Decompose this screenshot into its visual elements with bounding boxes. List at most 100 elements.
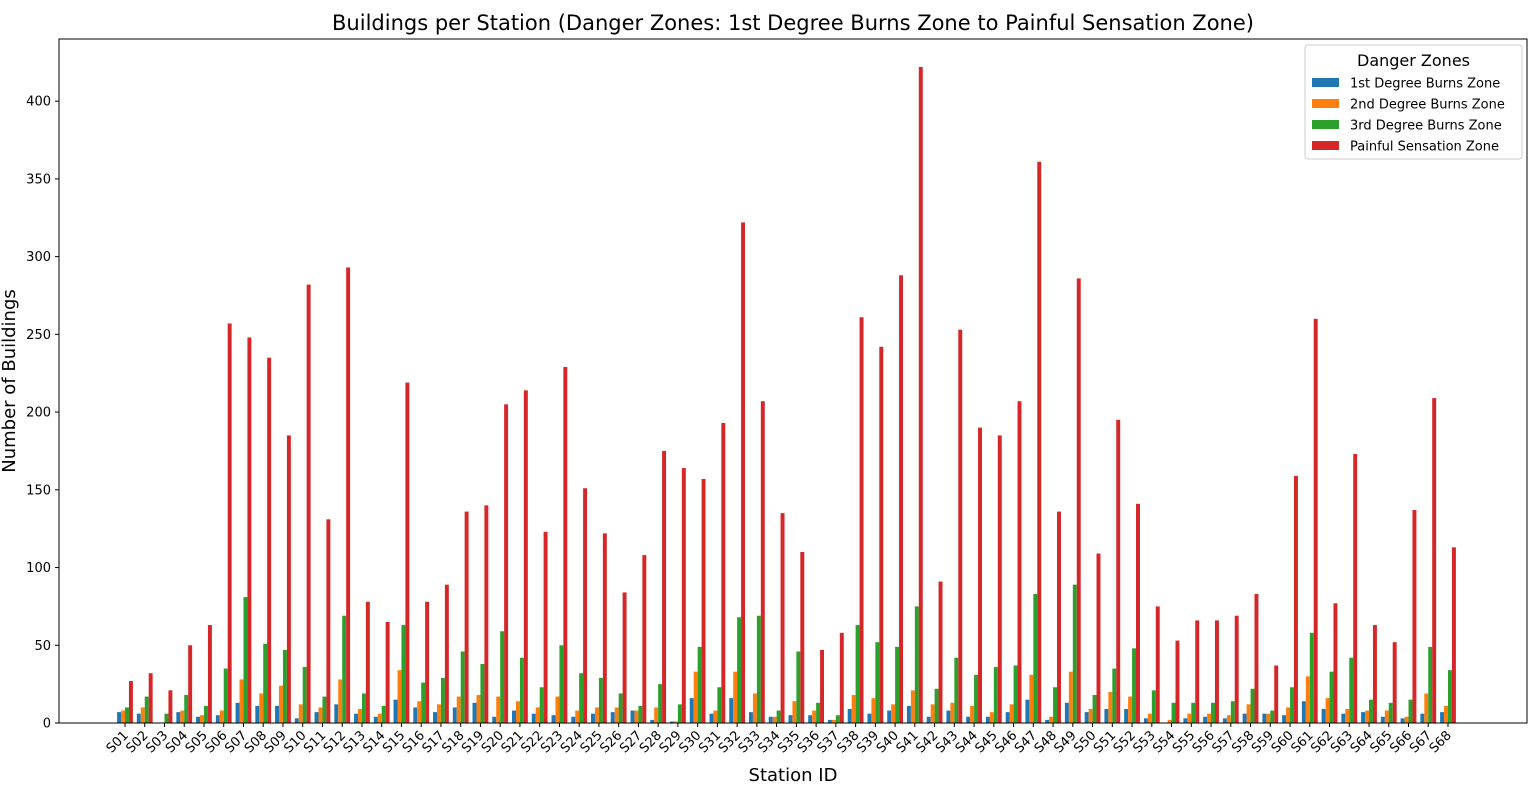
bar (1155, 606, 1160, 723)
bar (480, 663, 485, 723)
bar (1226, 715, 1231, 723)
y-axis: 0 50 100 150 200 250 300 350 400 (26, 95, 59, 732)
bar (1037, 161, 1042, 723)
bar (1084, 712, 1089, 723)
legend-swatch (1312, 141, 1339, 150)
bar (1128, 696, 1133, 723)
bar (1147, 713, 1152, 723)
bar (993, 667, 998, 723)
bar (1033, 593, 1038, 723)
bar (436, 704, 441, 723)
bar (670, 721, 674, 723)
bar (302, 667, 307, 723)
bar (985, 716, 990, 723)
bar (1088, 709, 1093, 723)
bar (579, 673, 584, 723)
bars-group (117, 66, 1456, 724)
bar (377, 713, 382, 723)
chart-title: Buildings per Station (Danger Zones: 1st… (332, 11, 1254, 35)
bar (128, 681, 133, 723)
bar (196, 716, 201, 723)
bar (215, 715, 220, 723)
bar (966, 716, 971, 723)
y-tick-label: 150 (26, 483, 51, 498)
legend-swatch (1312, 120, 1339, 129)
bar (602, 533, 607, 723)
bar (440, 677, 445, 723)
bar (1384, 710, 1389, 723)
bar (800, 552, 805, 723)
bar (1132, 648, 1137, 723)
bar (808, 715, 813, 723)
bar (721, 422, 726, 723)
bar (144, 696, 149, 723)
bar (1345, 709, 1350, 723)
bar (1293, 475, 1298, 723)
bar (658, 684, 663, 723)
bar (425, 601, 430, 723)
y-tick-label: 250 (26, 328, 51, 343)
bar (1321, 709, 1326, 723)
bar (879, 346, 884, 723)
bar (318, 707, 323, 723)
bar (484, 505, 489, 723)
bar (673, 721, 678, 723)
bar (776, 710, 781, 723)
bar (500, 631, 505, 723)
bar (1151, 690, 1156, 723)
bar (1049, 716, 1054, 723)
bar (1392, 642, 1397, 723)
bar (733, 671, 738, 723)
bar (1143, 718, 1148, 723)
bar (519, 657, 524, 723)
bar (464, 511, 469, 723)
bar (575, 710, 580, 723)
bar (314, 712, 319, 723)
bar (934, 688, 939, 723)
bar (354, 713, 359, 723)
bar (1282, 715, 1287, 723)
bar (1290, 687, 1294, 723)
bar (827, 719, 832, 723)
x-axis: S01S02S03S04S05S06S07S08S09S10S11S12S13S… (104, 723, 1455, 756)
bar (496, 696, 501, 723)
bar (1341, 713, 1346, 723)
bar (267, 357, 272, 723)
bar (867, 713, 872, 723)
bar (1286, 707, 1291, 723)
bar (515, 701, 520, 723)
bar (610, 712, 615, 723)
bar (1309, 632, 1314, 723)
bar (630, 710, 635, 723)
bar (1053, 687, 1058, 723)
bar (125, 707, 129, 723)
bar (618, 693, 623, 723)
bar (223, 668, 228, 723)
bar (358, 709, 362, 723)
legend-box (1304, 44, 1523, 160)
bar (1230, 701, 1235, 723)
bar (543, 531, 548, 723)
bar (701, 478, 706, 723)
bar (1325, 698, 1330, 723)
bar (839, 632, 844, 723)
bar (954, 657, 959, 723)
bar (1013, 665, 1018, 723)
bar (1064, 702, 1069, 723)
bar (1274, 665, 1279, 723)
bar (1005, 712, 1010, 723)
bar (760, 401, 765, 723)
bar (638, 705, 643, 723)
bar (243, 597, 248, 723)
bar (709, 713, 714, 723)
bar (681, 468, 686, 723)
bar (1211, 702, 1215, 723)
bar (899, 275, 903, 723)
bar (855, 625, 860, 723)
bar (200, 715, 204, 723)
bar (282, 649, 287, 723)
bar (294, 718, 299, 723)
bar (693, 671, 698, 723)
bar (117, 712, 122, 723)
